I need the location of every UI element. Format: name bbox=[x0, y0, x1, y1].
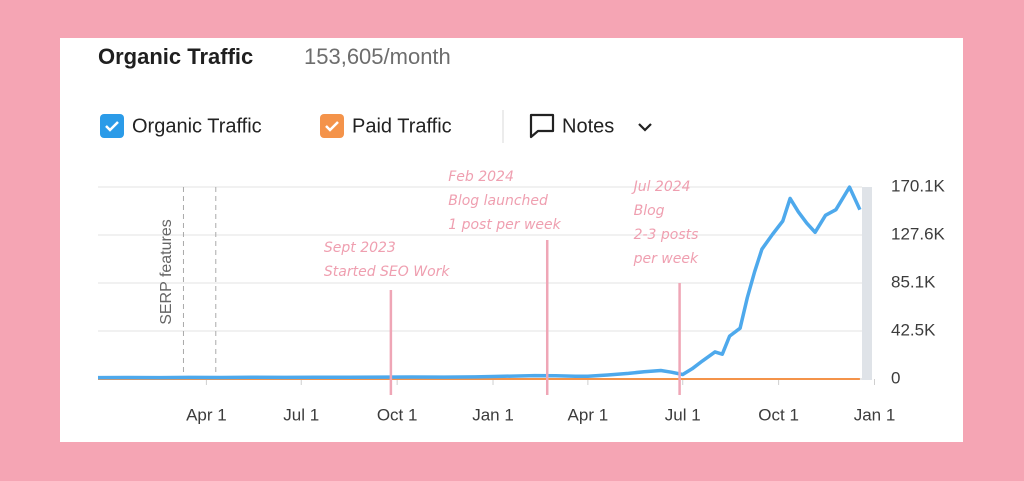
series-line bbox=[97, 185, 862, 380]
serp-label: SERP features bbox=[158, 219, 175, 325]
annotation-text: 2-3 posts bbox=[634, 227, 699, 243]
check bbox=[105, 121, 119, 132]
checkbox[interactable] bbox=[100, 114, 124, 138]
x-tick-label: Jul 1 bbox=[283, 405, 319, 424]
annotation-text: Blog launched bbox=[448, 193, 548, 209]
x-tick-label: Apr 1 bbox=[568, 405, 609, 424]
x-tick-label: Apr 1 bbox=[186, 405, 227, 424]
legend-label[interactable]: Organic Traffic bbox=[132, 115, 262, 137]
x-tick-label: Jul 1 bbox=[665, 405, 701, 424]
x-tick-label: Oct 1 bbox=[758, 405, 799, 424]
annotation-text: Jul 2024 bbox=[631, 179, 691, 195]
y-tick-label: 42.5K bbox=[891, 321, 936, 340]
x-tick-label: Jan 1 bbox=[472, 405, 514, 424]
annotation-text: 1 post per week bbox=[448, 217, 561, 233]
y-tick-label: 85.1K bbox=[891, 272, 936, 291]
checkbox[interactable] bbox=[320, 114, 344, 138]
notes-label[interactable]: Notes bbox=[562, 115, 614, 137]
chart-subtitle: 153,605/month bbox=[304, 44, 451, 69]
check bbox=[325, 121, 339, 132]
card bbox=[60, 38, 963, 442]
legend-label[interactable]: Paid Traffic bbox=[352, 115, 452, 137]
annotation-text: per week bbox=[633, 251, 699, 267]
chart-title: Organic Traffic bbox=[98, 44, 253, 69]
x-tick-label: Jan 1 bbox=[854, 405, 896, 424]
x-tick-label: Oct 1 bbox=[377, 405, 418, 424]
chevron bbox=[638, 123, 652, 132]
annotation-text: Feb 2024 bbox=[448, 169, 514, 185]
annotation-text: Started SEO Work bbox=[324, 264, 451, 280]
legend-organic[interactable]: Organic Traffic bbox=[100, 114, 262, 138]
legend-paid[interactable]: Paid Traffic bbox=[320, 114, 452, 138]
range-handle bbox=[862, 187, 872, 380]
notes-icon bbox=[529, 113, 555, 139]
y-tick-label: 170.1K bbox=[891, 176, 946, 195]
annotation-text: Blog bbox=[634, 203, 665, 219]
notes-button[interactable]: Notes bbox=[529, 113, 652, 139]
y-tick-label: 0 bbox=[891, 368, 900, 387]
annotation-text: Sept 2023 bbox=[324, 240, 396, 256]
y-tick-label: 127.6K bbox=[891, 224, 946, 243]
